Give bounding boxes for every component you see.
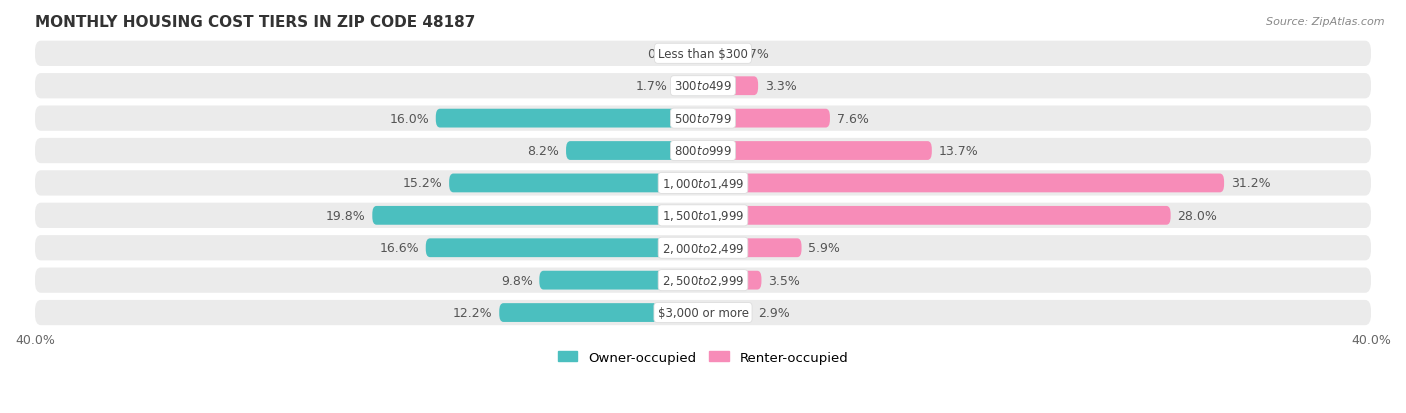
FancyBboxPatch shape: [499, 304, 703, 322]
FancyBboxPatch shape: [567, 142, 703, 161]
FancyBboxPatch shape: [703, 206, 1171, 225]
FancyBboxPatch shape: [703, 77, 758, 96]
Text: $1,500 to $1,999: $1,500 to $1,999: [662, 209, 744, 223]
FancyBboxPatch shape: [703, 109, 830, 128]
FancyBboxPatch shape: [703, 239, 801, 258]
FancyBboxPatch shape: [693, 45, 703, 64]
FancyBboxPatch shape: [703, 142, 932, 161]
Text: 0.57%: 0.57%: [647, 47, 686, 61]
Legend: Owner-occupied, Renter-occupied: Owner-occupied, Renter-occupied: [553, 345, 853, 369]
FancyBboxPatch shape: [35, 203, 1371, 228]
FancyBboxPatch shape: [35, 106, 1371, 131]
FancyBboxPatch shape: [35, 300, 1371, 325]
Text: 2.9%: 2.9%: [758, 306, 790, 319]
Text: 3.5%: 3.5%: [768, 274, 800, 287]
Text: 12.2%: 12.2%: [453, 306, 492, 319]
Text: 1.7%: 1.7%: [636, 80, 668, 93]
FancyBboxPatch shape: [436, 109, 703, 128]
FancyBboxPatch shape: [426, 239, 703, 258]
Text: 3.3%: 3.3%: [765, 80, 797, 93]
FancyBboxPatch shape: [35, 235, 1371, 261]
Text: 15.2%: 15.2%: [402, 177, 443, 190]
FancyBboxPatch shape: [35, 42, 1371, 67]
Text: MONTHLY HOUSING COST TIERS IN ZIP CODE 48187: MONTHLY HOUSING COST TIERS IN ZIP CODE 4…: [35, 15, 475, 30]
Text: $2,500 to $2,999: $2,500 to $2,999: [662, 273, 744, 287]
Text: Source: ZipAtlas.com: Source: ZipAtlas.com: [1267, 17, 1385, 26]
FancyBboxPatch shape: [540, 271, 703, 290]
Text: $800 to $999: $800 to $999: [673, 145, 733, 158]
Text: 9.8%: 9.8%: [501, 274, 533, 287]
FancyBboxPatch shape: [35, 138, 1371, 164]
FancyBboxPatch shape: [35, 268, 1371, 293]
FancyBboxPatch shape: [703, 271, 762, 290]
FancyBboxPatch shape: [35, 74, 1371, 99]
Text: 7.6%: 7.6%: [837, 112, 869, 125]
Text: $300 to $499: $300 to $499: [673, 80, 733, 93]
Text: Less than $300: Less than $300: [658, 47, 748, 61]
FancyBboxPatch shape: [703, 174, 1225, 193]
Text: 19.8%: 19.8%: [326, 209, 366, 222]
Text: 16.0%: 16.0%: [389, 112, 429, 125]
Text: 16.6%: 16.6%: [380, 242, 419, 255]
Text: 31.2%: 31.2%: [1230, 177, 1271, 190]
Text: 13.7%: 13.7%: [938, 145, 979, 158]
FancyBboxPatch shape: [703, 45, 731, 64]
Text: 5.9%: 5.9%: [808, 242, 841, 255]
Text: 28.0%: 28.0%: [1177, 209, 1218, 222]
Text: 1.7%: 1.7%: [738, 47, 770, 61]
Text: $500 to $799: $500 to $799: [673, 112, 733, 125]
Text: $2,000 to $2,499: $2,000 to $2,499: [662, 241, 744, 255]
FancyBboxPatch shape: [373, 206, 703, 225]
FancyBboxPatch shape: [703, 304, 751, 322]
FancyBboxPatch shape: [675, 77, 703, 96]
FancyBboxPatch shape: [449, 174, 703, 193]
Text: $1,000 to $1,499: $1,000 to $1,499: [662, 176, 744, 190]
FancyBboxPatch shape: [35, 171, 1371, 196]
Text: $3,000 or more: $3,000 or more: [658, 306, 748, 319]
Text: 8.2%: 8.2%: [527, 145, 560, 158]
